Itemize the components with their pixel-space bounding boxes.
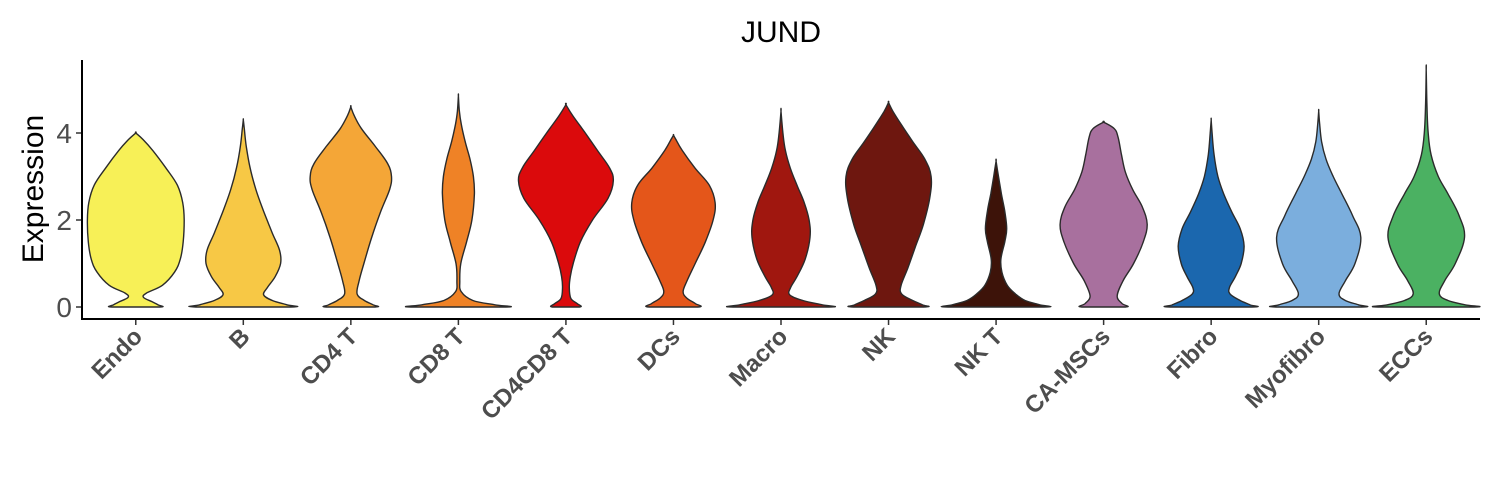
y-tick-label: 2 <box>56 205 72 236</box>
x-tick-label: B <box>224 323 255 354</box>
violin-group <box>86 64 1481 308</box>
x-tick-label: NK <box>857 323 901 367</box>
x-tick-label: DCs <box>633 323 686 376</box>
violin-macro <box>726 107 836 308</box>
x-tick-label: Myofibro <box>1240 323 1331 414</box>
violin-cd8-t <box>404 93 512 308</box>
violin-myofibro <box>1269 108 1369 308</box>
x-tick-label: NK T <box>950 323 1009 382</box>
y-axis-ticks: 0 2 4 <box>56 118 82 323</box>
y-tick-label: 4 <box>56 118 72 149</box>
chart-title: JUND <box>741 16 821 49</box>
x-tick-label: CD4 T <box>295 323 363 391</box>
violin-ca-mscs <box>1059 120 1148 308</box>
x-tick-label: ECCs <box>1374 323 1438 387</box>
x-axis-ticks: Endo B CD4 T CD8 T CD4CD8 T DCs Macro NK NK T CA-… <box>86 319 1438 425</box>
violin-nk <box>844 100 933 308</box>
violin-fibro <box>1163 117 1259 308</box>
violin-eccs <box>1371 64 1481 308</box>
y-axis-label: Expression <box>17 115 50 263</box>
violin-endo <box>86 131 185 308</box>
y-tick-label: 0 <box>56 292 72 323</box>
x-tick-label: CA-MSCs <box>1019 323 1115 419</box>
violin-b <box>188 118 299 308</box>
x-tick-label: CD8 T <box>403 323 471 391</box>
violin-cd4cd8-t <box>517 102 615 308</box>
x-tick-label: Fibro <box>1162 323 1224 385</box>
axis-lines <box>81 60 1480 320</box>
violin-nk-t <box>940 158 1052 308</box>
x-tick-label: CD4CD8 T <box>476 323 578 425</box>
violin-dcs <box>630 133 717 308</box>
x-tick-label: Macro <box>724 323 793 392</box>
x-tick-label: Endo <box>86 323 148 385</box>
violin-cd4-t <box>309 104 393 308</box>
